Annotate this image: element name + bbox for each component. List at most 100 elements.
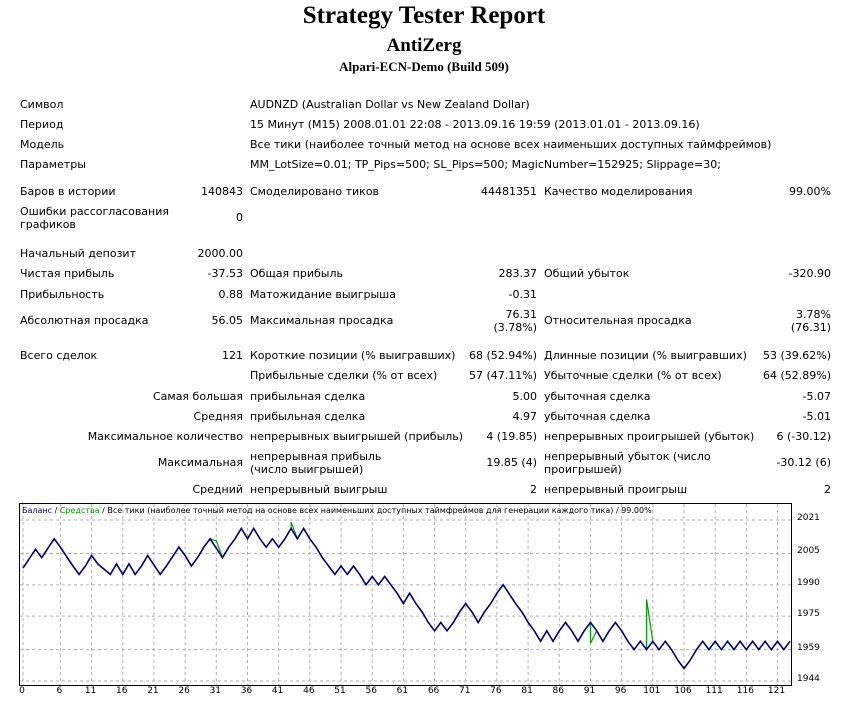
expert-name: AntiZerg [386, 35, 462, 56]
max-count-label: Максимальное количество [87, 430, 243, 443]
symbol-value: AUDNZD (Australian Dollar vs New Zealand… [250, 98, 530, 111]
quality-label: Качество моделирования [544, 185, 693, 198]
ticks-label: Смоделировано тиков [250, 185, 380, 198]
x-tick-label-14: 71 [459, 686, 471, 696]
largest-profit-value: 5.00 [512, 390, 538, 403]
params-label: Параметры [20, 158, 86, 171]
largest-loss-label: убыточная сделка [544, 390, 651, 403]
total-trades-value: 121 [222, 349, 243, 362]
average-loss-label: убыточная сделка [544, 410, 651, 423]
max-consec-wins-value: 4 (19.85) [486, 430, 537, 443]
y-tick-label-4: 1959 [797, 642, 820, 653]
expected-payoff-value: -0.31 [508, 288, 537, 301]
rel-dd-value: 3.78% [796, 308, 831, 321]
gross-profit-value: 283.37 [498, 267, 538, 280]
short-label: Короткие позиции (% выигравших) [250, 349, 456, 362]
largest-label: Самая большая [152, 390, 243, 403]
chart-legend: Баланс / Средства / Все тики (наиболее т… [22, 505, 652, 516]
quality-value: 99.00% [789, 185, 831, 198]
profit-factor-value: 0.88 [218, 288, 244, 301]
average-label: Средняя [193, 410, 243, 423]
x-tick-label-20: 101 [643, 686, 661, 696]
avg-consec-label: Средний [192, 483, 243, 496]
total-trades-label: Всего сделок [20, 349, 98, 362]
x-tick-label-2: 11 [84, 686, 97, 696]
loss-trades-value: 64 (52.89%) [762, 369, 831, 382]
x-tick-label-8: 41 [271, 686, 284, 696]
x-tick-label-12: 61 [396, 686, 409, 696]
rel-dd-label: Относительная просадка [544, 314, 692, 327]
gross-profit-label: Общая прибыль [250, 267, 343, 280]
maximal-loss-label: непрерывный убыток (число проигрышей) [544, 450, 711, 476]
x-tick-label-16: 81 [521, 686, 533, 696]
legend-balance: Баланс [22, 506, 53, 515]
expected-payoff-label: Матожидание выигрыша [250, 288, 396, 301]
x-tick-label-3: 16 [116, 686, 128, 696]
model-label: Модель [20, 138, 65, 151]
max-consec-losses-value: 6 (-30.12) [776, 430, 831, 443]
x-tick-label-21: 106 [674, 686, 692, 696]
max-consec-wins-label: непрерывных выигрышей (прибыль) [250, 430, 464, 443]
balance-chart [19, 503, 792, 686]
y-tick-label-1: 2005 [797, 546, 820, 557]
x-tick-label-13: 66 [427, 686, 440, 696]
avg-consec-losses-value: 2 [824, 483, 831, 496]
average-loss-value: -5.01 [802, 410, 831, 423]
x-tick-label-4: 21 [147, 686, 159, 696]
max-dd-label: Максимальная просадка [250, 314, 394, 327]
profit-trades-value: 57 (47.11%) [468, 369, 537, 382]
avg-consec-losses-label: непрерывный проигрыш [544, 483, 688, 496]
long-value: 53 (39.62%) [762, 349, 831, 362]
errors-value: 0 [236, 211, 243, 224]
average-profit-value: 4.97 [512, 410, 538, 423]
x-tick-label-0: 0 [19, 686, 25, 696]
y-tick-label-2: 1990 [797, 577, 820, 588]
x-tick-label-19: 96 [614, 686, 627, 696]
report-title: Strategy Tester Report [302, 2, 546, 29]
max-dd-percent: (3.78%) [493, 321, 537, 334]
y-tick-label-5: 1944 [797, 674, 820, 684]
long-label: Длинные позиции (% выигравших) [544, 349, 747, 362]
loss-trades-label: Убыточные сделки (% от всех) [544, 369, 722, 382]
x-tick-label-5: 26 [178, 686, 190, 696]
bars-value: 140843 [201, 185, 243, 198]
largest-profit-label: прибыльная сделка [250, 390, 366, 403]
x-tick-label-22: 111 [705, 686, 723, 696]
balance-chart-svg [20, 504, 791, 685]
legend-equity: Средства [59, 506, 100, 515]
max-dd-value: 76.31 [505, 308, 538, 321]
maximal-loss-value: -30.12 (6) [776, 456, 831, 469]
x-tick-label-15: 76 [490, 686, 502, 696]
profit-factor-label: Прибыльность [20, 288, 105, 301]
model-value: Все тики (наиболее точный метод на основ… [250, 138, 772, 151]
params-value: MM_LotSize=0.01; TP_Pips=500; SL_Pips=50… [250, 158, 721, 171]
maximal-profit-label: непрерывная прибыль (число выигрышей) [250, 450, 382, 476]
x-tick-label-18: 91 [583, 686, 596, 696]
x-tick-label-17: 86 [552, 686, 564, 696]
deposit-label: Начальный депозит [20, 247, 136, 260]
avg-consec-wins-label: непрерывный выигрыш [250, 483, 388, 496]
bars-label: Баров в истории [20, 185, 116, 198]
x-tick-label-6: 31 [209, 686, 222, 696]
legend-separator: / [52, 506, 60, 515]
x-tick-label-9: 46 [303, 686, 315, 696]
net-profit-label: Чистая прибыль [20, 267, 115, 280]
avg-consec-wins-value: 2 [530, 483, 537, 496]
errors-label: Ошибки рассогласования графиков [20, 205, 170, 231]
average-profit-label: прибыльная сделка [250, 410, 366, 423]
equity-line [22, 521, 791, 670]
profit-trades-label: Прибыльные сделки (% от всех) [250, 369, 438, 382]
gross-loss-label: Общий убыток [544, 267, 630, 280]
largest-loss-value: -5.07 [802, 390, 831, 403]
y-tick-label-0: 2021 [797, 513, 820, 523]
max-consec-losses-label: непрерывных проигрышей (убыток) [544, 430, 755, 443]
abs-dd-value: 56.05 [211, 314, 244, 327]
symbol-label: Символ [20, 98, 64, 111]
x-tick-label-11: 56 [365, 686, 377, 696]
net-profit-value: -37.53 [207, 267, 243, 280]
abs-dd-label: Абсолютная просадка [20, 314, 149, 327]
x-tick-label-10: 51 [334, 686, 346, 696]
x-tick-label-1: 6 [56, 686, 63, 696]
legend-description: / Все тики (наиболее точный метод на осн… [99, 506, 652, 515]
ticks-value: 44481351 [481, 185, 537, 198]
